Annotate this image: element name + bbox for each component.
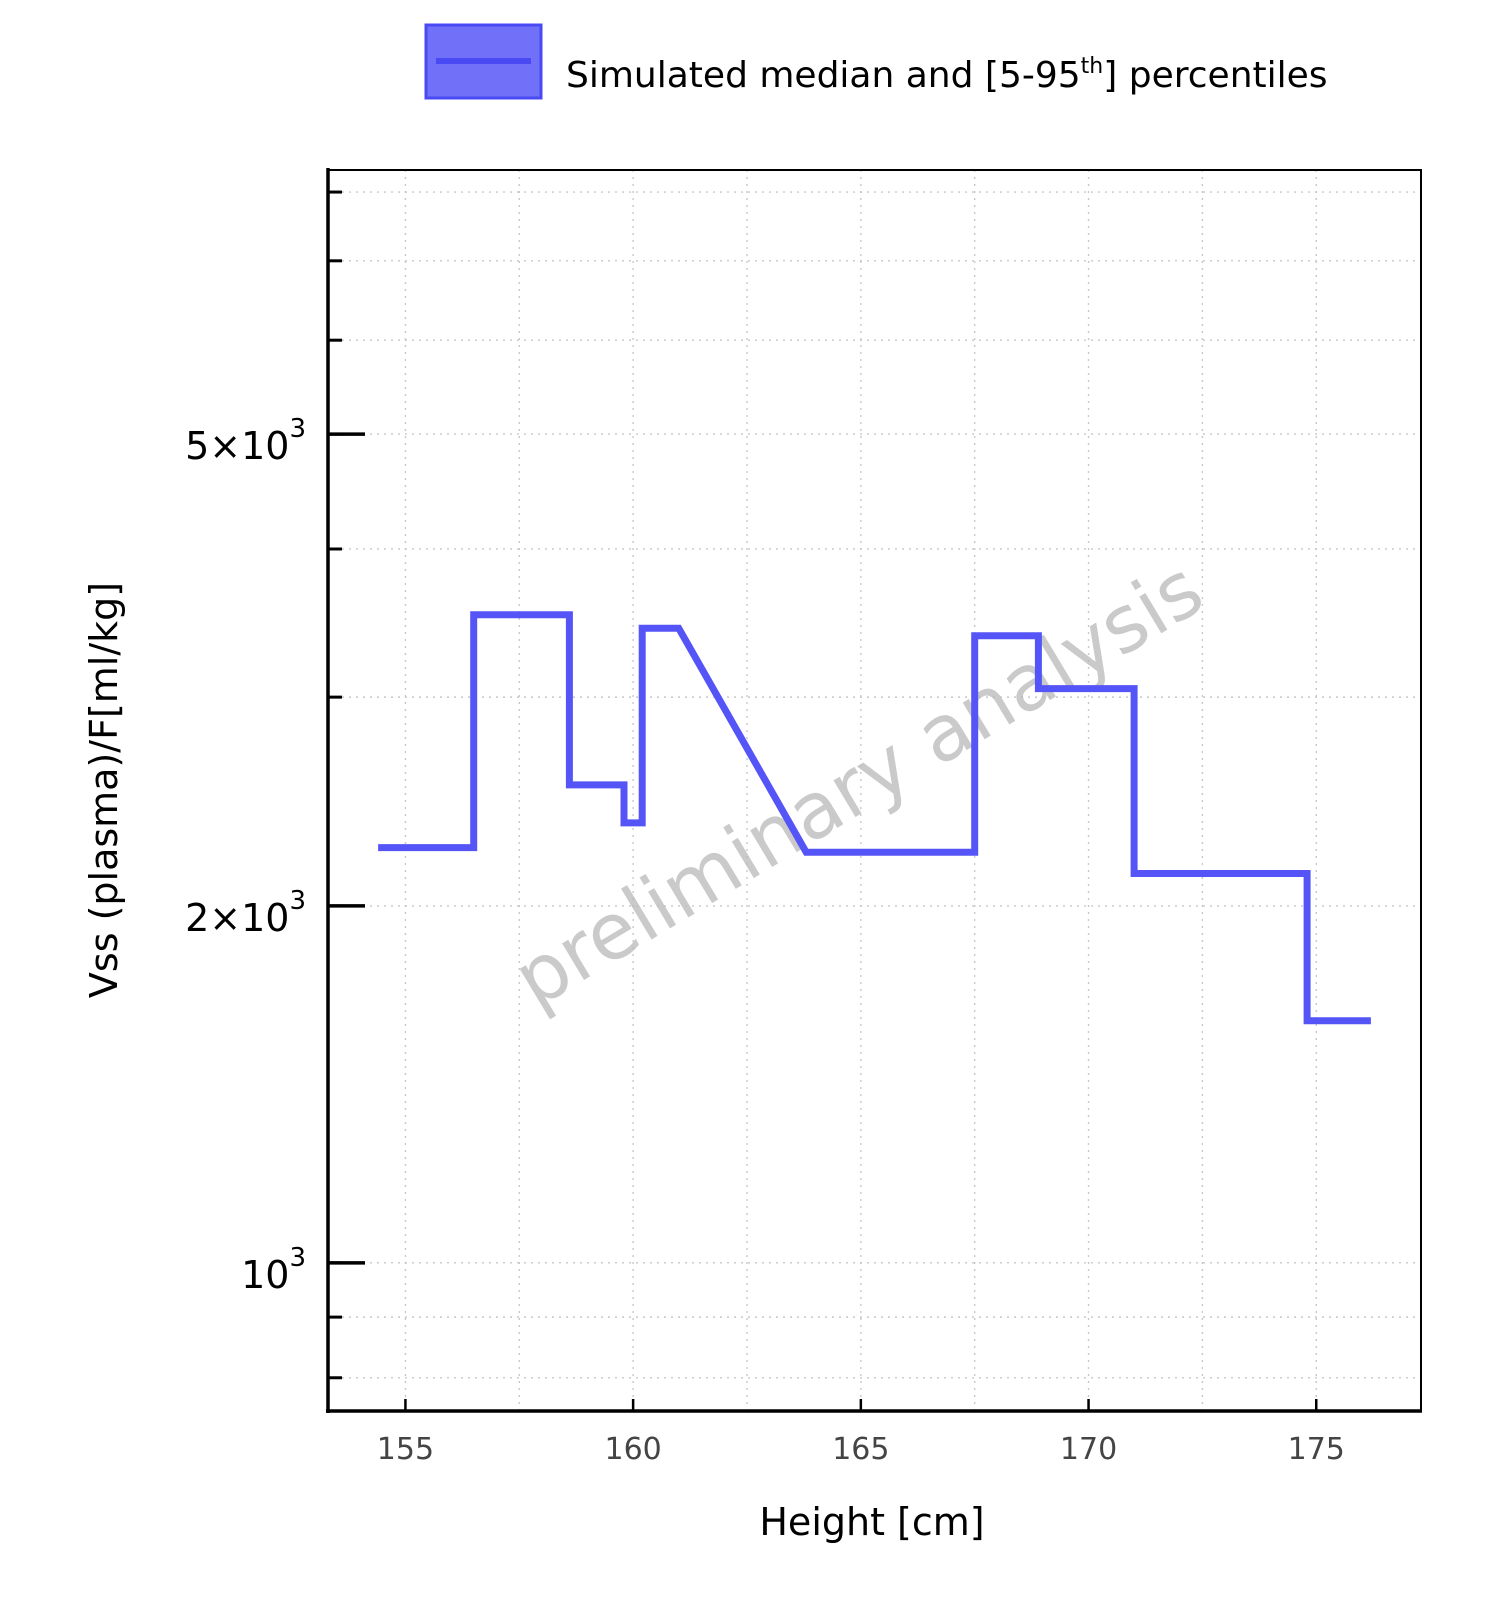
x-tick-label: 155 bbox=[377, 1432, 434, 1467]
plot-frame bbox=[326, 168, 1422, 1413]
y-tick-label: 2×103 bbox=[185, 886, 306, 940]
grid bbox=[328, 170, 1421, 1411]
x-tick-label: 165 bbox=[832, 1432, 889, 1467]
y-tick-label: 103 bbox=[241, 1243, 306, 1297]
legend: Simulated median and [5-95th] percentile… bbox=[424, 23, 1328, 100]
x-axis-title: Height [cm] bbox=[759, 1500, 984, 1544]
series-line bbox=[378, 611, 1371, 1025]
x-tick-label: 160 bbox=[604, 1432, 661, 1467]
y-tick-label: 5×103 bbox=[185, 414, 306, 468]
legend-label: Simulated median and [5-95th] percentile… bbox=[566, 54, 1328, 96]
y-axis: 103 2×103 5×103 bbox=[185, 190, 365, 1380]
x-axis: 155 160 165 170 175 bbox=[377, 1399, 1345, 1467]
x-tick-label: 170 bbox=[1060, 1432, 1117, 1467]
y-axis-title: Vss (plasma)/F[ml/kg] bbox=[82, 582, 126, 998]
series-line-group bbox=[378, 611, 1371, 1025]
x-tick-label: 175 bbox=[1288, 1432, 1345, 1467]
